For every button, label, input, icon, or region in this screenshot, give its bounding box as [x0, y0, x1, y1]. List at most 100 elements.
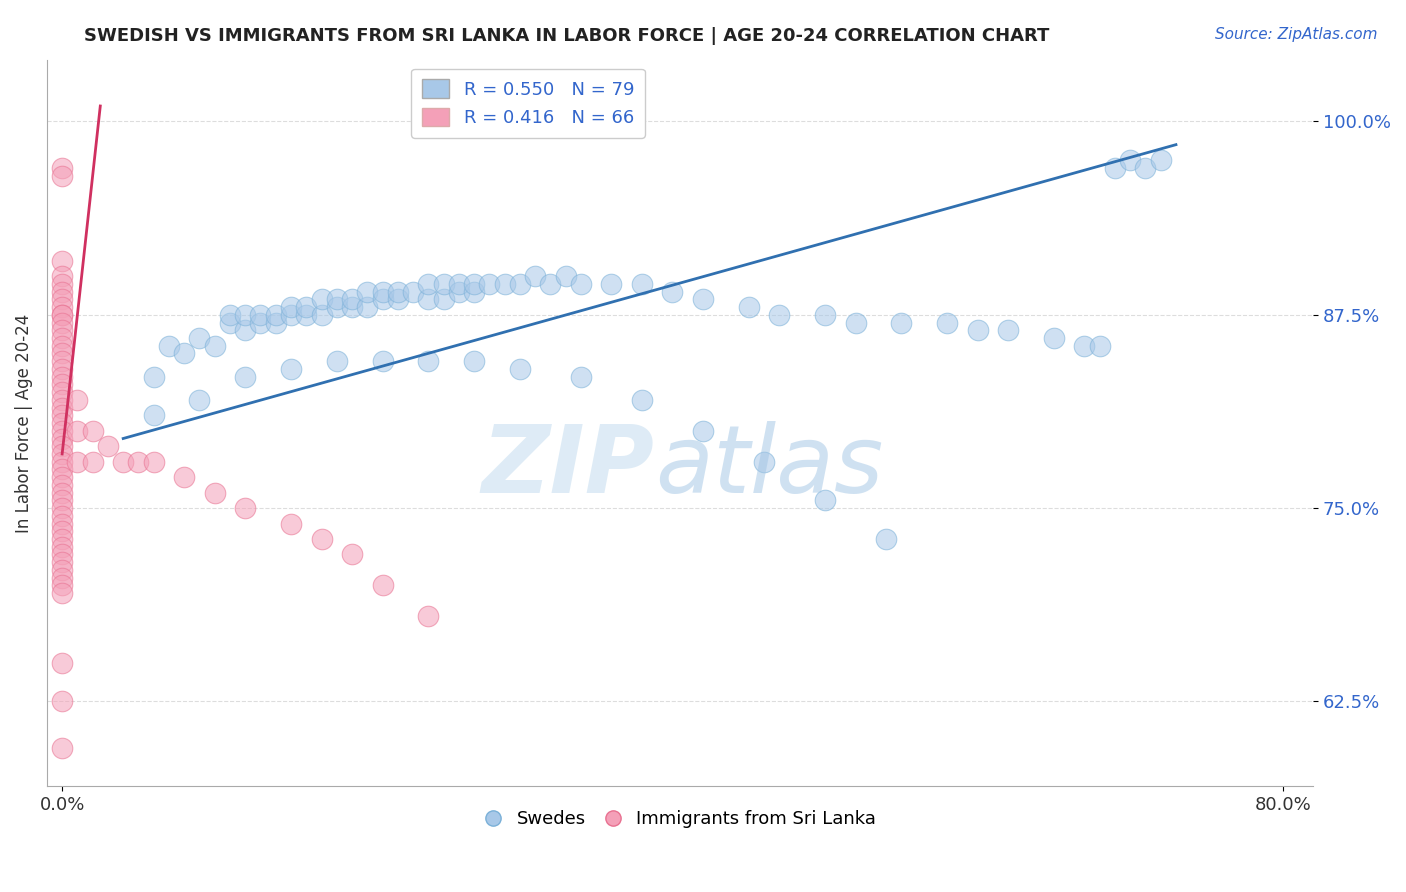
Point — [51, 656, 73, 670]
Point — [51, 369, 73, 384]
Point — [692, 424, 714, 438]
Point — [814, 493, 837, 508]
Point — [1073, 339, 1095, 353]
Point — [509, 277, 531, 291]
Point — [371, 578, 394, 592]
Point — [478, 277, 501, 291]
Point — [463, 285, 485, 299]
Point — [51, 501, 73, 516]
Point — [51, 439, 73, 453]
Point — [311, 308, 333, 322]
Text: Source: ZipAtlas.com: Source: ZipAtlas.com — [1215, 27, 1378, 42]
Point — [1104, 161, 1126, 175]
Point — [51, 548, 73, 562]
Point — [51, 169, 73, 183]
Point — [311, 293, 333, 307]
Point — [418, 277, 440, 291]
Point — [51, 485, 73, 500]
Point — [387, 285, 409, 299]
Point — [142, 369, 165, 384]
Point — [371, 293, 394, 307]
Point — [51, 462, 73, 476]
Point — [418, 293, 440, 307]
Point — [51, 385, 73, 400]
Point — [600, 277, 623, 291]
Legend: Swedes, Immigrants from Sri Lanka: Swedes, Immigrants from Sri Lanka — [477, 803, 883, 836]
Point — [432, 277, 454, 291]
Point — [51, 253, 73, 268]
Point — [51, 694, 73, 708]
Point — [738, 300, 761, 314]
Point — [66, 392, 89, 407]
Point — [51, 470, 73, 484]
Point — [280, 308, 302, 322]
Point — [418, 609, 440, 624]
Point — [631, 277, 654, 291]
Point — [463, 354, 485, 368]
Point — [51, 316, 73, 330]
Point — [97, 439, 120, 453]
Point — [356, 300, 378, 314]
Point — [340, 548, 363, 562]
Point — [966, 323, 988, 337]
Point — [936, 316, 959, 330]
Point — [844, 316, 866, 330]
Point — [51, 516, 73, 531]
Point — [51, 540, 73, 554]
Point — [249, 308, 271, 322]
Point — [51, 409, 73, 423]
Point — [51, 424, 73, 438]
Point — [219, 316, 242, 330]
Point — [51, 161, 73, 175]
Point — [447, 277, 470, 291]
Point — [447, 285, 470, 299]
Point — [402, 285, 425, 299]
Point — [997, 323, 1019, 337]
Point — [1119, 153, 1142, 168]
Point — [295, 300, 318, 314]
Point — [51, 447, 73, 461]
Point — [51, 563, 73, 577]
Point — [51, 392, 73, 407]
Point — [463, 277, 485, 291]
Point — [51, 362, 73, 376]
Point — [51, 285, 73, 299]
Point — [752, 455, 775, 469]
Point — [51, 578, 73, 592]
Point — [51, 293, 73, 307]
Point — [340, 293, 363, 307]
Point — [204, 339, 226, 353]
Point — [51, 555, 73, 569]
Point — [280, 516, 302, 531]
Point — [142, 455, 165, 469]
Point — [51, 339, 73, 353]
Point — [82, 424, 104, 438]
Point — [326, 300, 349, 314]
Point — [280, 300, 302, 314]
Point — [1135, 161, 1157, 175]
Point — [264, 316, 287, 330]
Point — [371, 285, 394, 299]
Point — [219, 308, 242, 322]
Point — [204, 485, 226, 500]
Point — [51, 586, 73, 600]
Point — [51, 354, 73, 368]
Point — [51, 277, 73, 291]
Point — [51, 323, 73, 337]
Point — [264, 308, 287, 322]
Point — [51, 300, 73, 314]
Point — [51, 524, 73, 539]
Point — [51, 571, 73, 585]
Point — [142, 409, 165, 423]
Point — [51, 478, 73, 492]
Point — [295, 308, 318, 322]
Point — [494, 277, 516, 291]
Point — [387, 293, 409, 307]
Point — [569, 369, 592, 384]
Point — [51, 331, 73, 345]
Point — [326, 354, 349, 368]
Point — [356, 285, 378, 299]
Point — [188, 392, 211, 407]
Point — [51, 532, 73, 546]
Point — [233, 501, 256, 516]
